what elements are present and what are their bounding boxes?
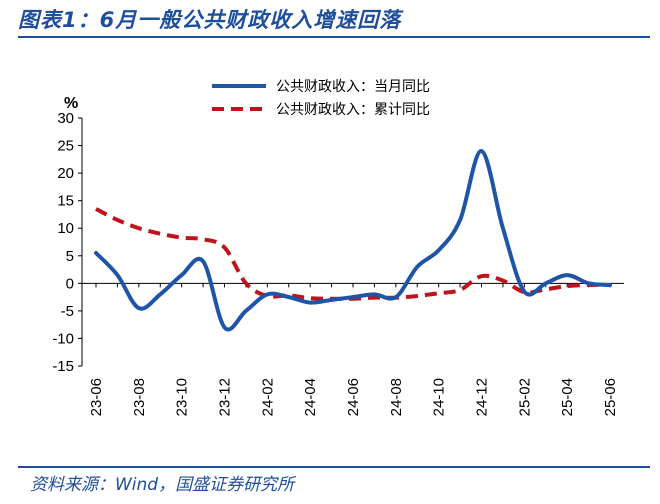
x-axis-ticks: 23-06 23-08 23-10 23-12 24-02 24-04 24-06 24-08… [88,283,619,416]
y-axis-ticks: 30 25 20 15 10 5 0 -5 -10 -15 [52,110,82,375]
x-tick-label: 24-04 [302,378,319,416]
axes: % [64,95,624,366]
y-tick-label: 25 [57,138,74,155]
x-tick-label: 24-02 [259,378,276,416]
y-axis-unit: % [64,95,78,112]
footer-divider [18,466,650,468]
y-tick-label: 15 [57,193,74,210]
chart-title: 图表1：6月一般公共财政收入增速回落 [18,8,402,32]
x-tick-label: 23-12 [217,378,234,416]
x-tick-label: 24-12 [474,378,491,416]
x-tick-label: 23-08 [131,378,148,416]
y-tick-label: -5 [61,303,74,320]
y-tick-label: 5 [66,248,74,265]
x-tick-label: 24-08 [388,378,405,416]
y-tick-label: 0 [66,275,74,292]
series-lines [94,149,612,332]
x-tick-label: 24-10 [431,378,448,416]
x-tick-label: 25-06 [602,378,619,416]
x-tick-label: 25-02 [516,378,533,416]
y-tick-label: 20 [57,165,74,182]
x-tick-label: 25-04 [559,378,576,416]
source-note: 资料来源：Wind，国盛证券研究所 [30,475,295,495]
x-tick-label: 24-06 [345,378,362,416]
x-tick-label: 23-06 [88,378,105,416]
x-tick-label: 23-10 [174,378,191,416]
y-tick-label: 10 [57,220,74,237]
series-line-monthly-yoy [94,149,612,332]
y-tick-label: 30 [57,110,74,127]
y-tick-label: -15 [52,358,74,375]
legend-label: 公共财政收入：累计同比 [276,102,430,118]
y-tick-label: -10 [52,330,74,347]
legend-label: 公共财政收入：当月同比 [276,79,430,95]
title-divider [18,36,650,38]
